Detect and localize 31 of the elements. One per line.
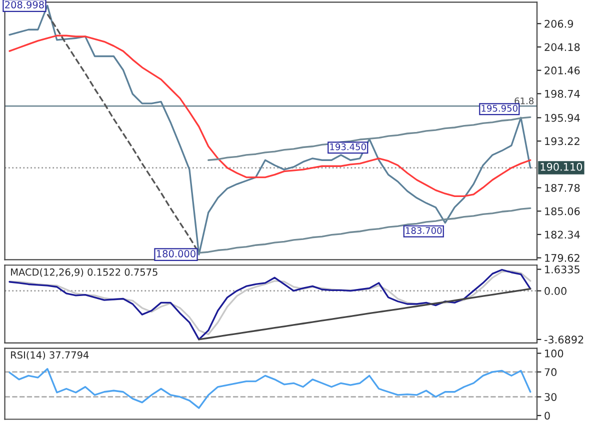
ref-line-label: 190.110	[540, 162, 582, 171]
y-tick-label: 193.22	[545, 137, 580, 146]
y-tick-label: 30	[544, 393, 557, 401]
line-series	[198, 288, 532, 340]
annotation: 208.998	[5, 1, 44, 8]
y-tick-label: 0.00	[544, 287, 566, 295]
annotation: 180.000	[156, 250, 196, 258]
line-series	[208, 116, 532, 161]
y-tick-label: 201.46	[544, 66, 580, 74]
y-tick-label: 182.34	[545, 230, 580, 239]
annotation: 193.450	[330, 143, 366, 150]
line-series	[8, 368, 532, 409]
chart-title: RSI(14) 37.7794	[11, 351, 89, 360]
y-tick-label: 204.18	[544, 43, 580, 52]
y-tick-label: 70	[544, 368, 557, 376]
y-tick-label: 179.62	[545, 254, 580, 262]
chart-title: MACD(12,26,9) 0.1522 0.7575	[11, 268, 158, 277]
y-tick-label: 100	[545, 350, 564, 358]
y-tick-label: 187.78	[545, 184, 580, 192]
annotation: 183.700	[406, 227, 442, 234]
line-series	[198, 207, 532, 254]
y-tick-label: 206.9	[544, 20, 574, 28]
y-tick-label: -3.6892	[544, 336, 584, 344]
y-tick-label: 198.74	[545, 90, 580, 98]
line-series	[8, 34, 532, 198]
y-tick-label: 1.6335	[545, 266, 580, 274]
y-tick-label: 0	[544, 412, 550, 420]
annotation: 61.8	[514, 97, 534, 104]
y-tick-label: 185.06	[545, 207, 580, 216]
y-tick-label: 195.94	[545, 114, 580, 122]
annotation: 195.950	[482, 104, 518, 112]
